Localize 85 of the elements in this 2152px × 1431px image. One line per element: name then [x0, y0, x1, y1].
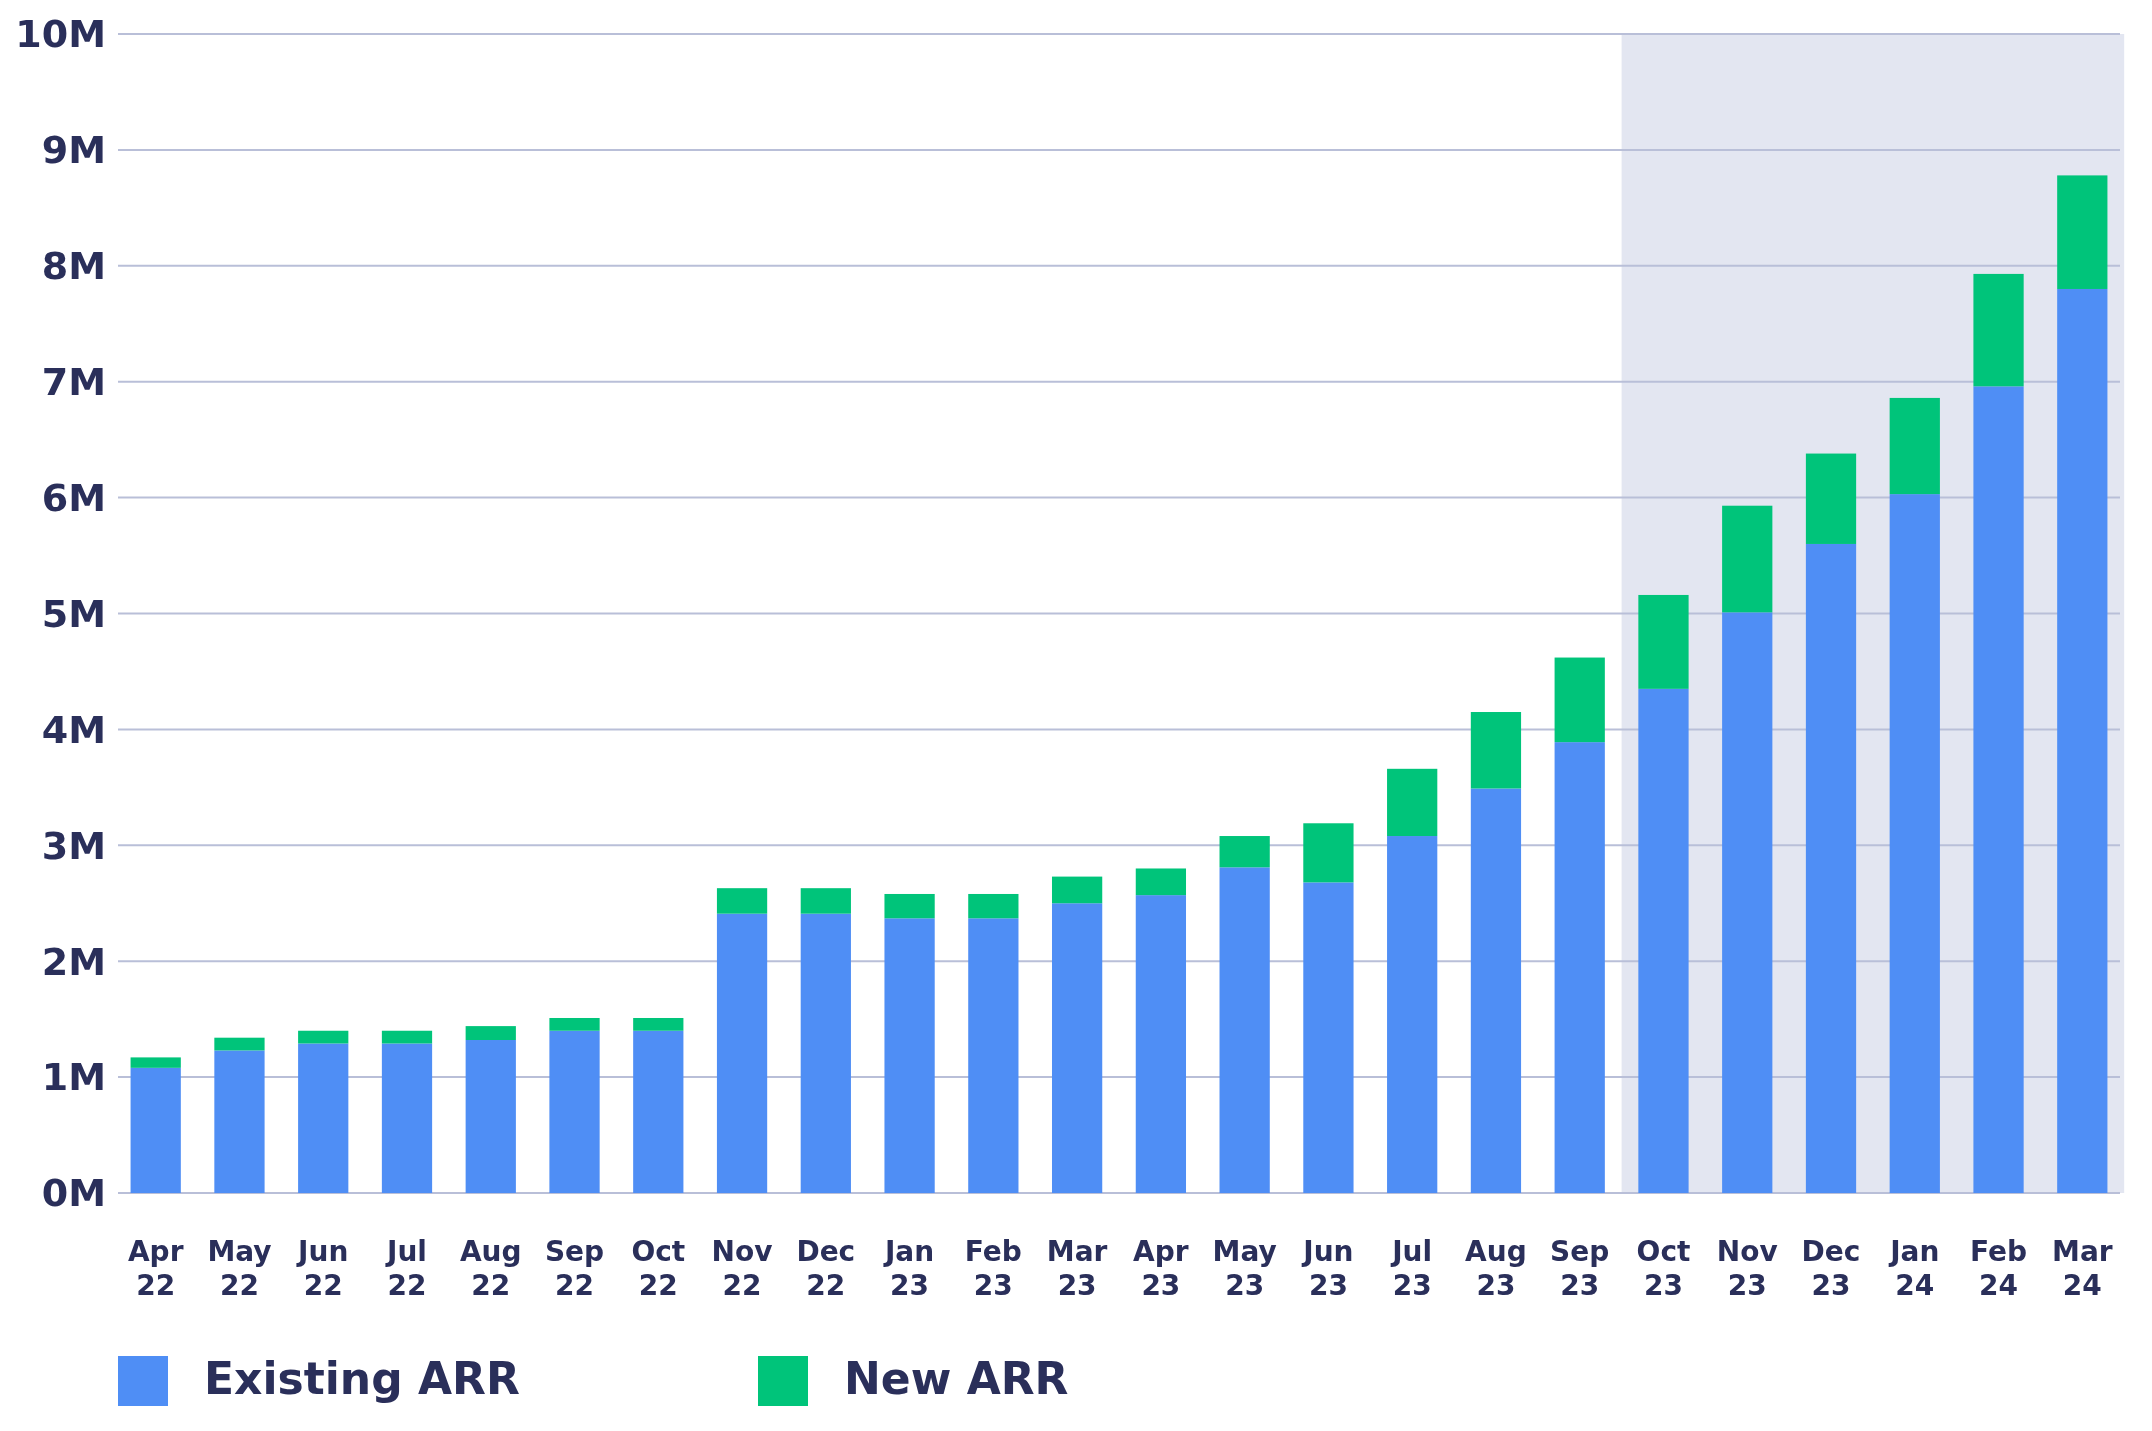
x-tick-label: Jul 22 [385, 1235, 427, 1302]
bar [968, 893, 1019, 919]
bar [1638, 594, 1689, 689]
x-tick-label: Jun 23 [1301, 1235, 1354, 1302]
bar [1973, 386, 2024, 1193]
bar [2057, 175, 2108, 289]
bar [1470, 712, 1522, 789]
bar [1805, 543, 1857, 1193]
y-tick-label: 1M [41, 1055, 106, 1100]
y-tick-label: 7M [41, 360, 106, 404]
bar [968, 918, 1019, 1193]
x-tick-label: Sep 22 [544, 1235, 605, 1302]
legend-label: Existing ARR [204, 1353, 520, 1404]
x-tick-label: Dec 22 [796, 1235, 856, 1302]
bar [549, 1017, 600, 1031]
bar [884, 918, 935, 1193]
bar [549, 1030, 600, 1193]
bar [381, 1030, 433, 1044]
x-tick-label: Sep 23 [1550, 1235, 1610, 1302]
x-tick-label: Oct 22 [631, 1235, 686, 1302]
y-tick-label: 0M [41, 1171, 106, 1216]
bar [465, 1026, 516, 1041]
y-tick-label: 6M [41, 475, 106, 520]
bar [1387, 836, 1438, 1193]
y-tick-label: 5M [41, 591, 106, 636]
bar [1722, 505, 1773, 613]
bar [214, 1050, 265, 1193]
bar [633, 1030, 684, 1193]
bar [1889, 494, 1940, 1193]
bar [1303, 882, 1354, 1193]
x-tick-label: Jan 23 [882, 1235, 935, 1302]
bar [1219, 836, 1270, 868]
bar [800, 913, 851, 1193]
bar [2057, 288, 2108, 1193]
y-tick-label: 2M [41, 939, 106, 984]
bar [298, 1030, 349, 1044]
bar [1051, 903, 1103, 1193]
x-tick-label: Aug 22 [459, 1235, 522, 1302]
x-tick-label: Aug 23 [1465, 1235, 1527, 1302]
bar [1889, 397, 1940, 495]
y-tick-label: 3M [41, 823, 106, 868]
bar [130, 1067, 181, 1193]
bar [130, 1057, 181, 1068]
x-tick-label: May 23 [1212, 1235, 1277, 1302]
x-tick-label: Dec 23 [1801, 1235, 1861, 1302]
x-tick-label: Jul 23 [1390, 1235, 1433, 1302]
y-tick-label: 9M [41, 128, 106, 173]
x-tick-label: Mar 23 [1046, 1235, 1108, 1302]
bar [1135, 895, 1187, 1193]
bar [214, 1037, 265, 1051]
x-tick-label: Apr 23 [1133, 1235, 1189, 1302]
bar [1051, 876, 1103, 904]
bar [298, 1043, 349, 1193]
x-tick-label: Jun 22 [296, 1235, 349, 1302]
bar [1973, 273, 2024, 387]
y-tick-label: 10M [15, 12, 106, 57]
legend-label: New ARR [844, 1353, 1069, 1404]
x-tick-label: Feb 24 [1970, 1235, 2028, 1302]
bar [381, 1043, 433, 1193]
x-tick-label: Oct 23 [1636, 1235, 1691, 1302]
bar [884, 893, 935, 919]
bar [716, 913, 768, 1193]
x-tick-label: Feb 23 [964, 1235, 1022, 1302]
bar [1722, 612, 1773, 1193]
x-tick-label: Apr 22 [127, 1235, 184, 1302]
bar [1303, 823, 1354, 883]
bar [1554, 742, 1605, 1193]
bar [800, 888, 851, 914]
x-tick-label: May 22 [207, 1235, 272, 1302]
bar [633, 1017, 684, 1031]
x-tick-label: Nov 23 [1716, 1235, 1778, 1302]
x-tick-label: Mar 24 [2052, 1235, 2113, 1302]
y-tick-label: 4M [41, 707, 106, 752]
bar [1805, 453, 1857, 544]
bar [1638, 688, 1689, 1193]
bar [1219, 867, 1270, 1193]
bar [716, 888, 768, 914]
bar [465, 1040, 516, 1193]
bar [1135, 868, 1187, 896]
bar [1470, 788, 1522, 1193]
x-tick-label: Jan 24 [1888, 1235, 1940, 1302]
bar [1554, 657, 1605, 743]
bar [1387, 768, 1438, 837]
y-tick-label: 8M [41, 244, 106, 289]
x-tick-label: Nov 22 [711, 1235, 773, 1302]
